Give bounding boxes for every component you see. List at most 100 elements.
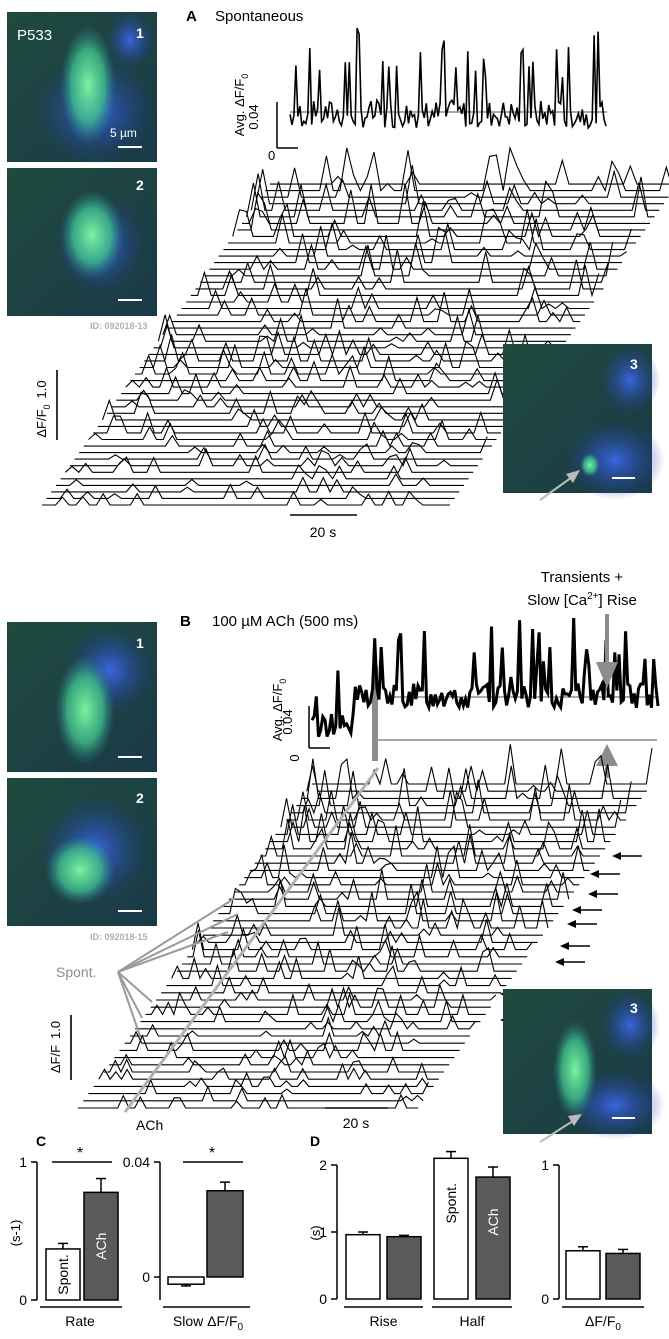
waterfall-stack xyxy=(78,744,653,1109)
trace-line xyxy=(237,191,646,232)
trace-line xyxy=(135,348,543,376)
trace-line xyxy=(234,864,574,893)
trace-line xyxy=(218,883,559,915)
panel-a-image-3: 3 xyxy=(503,344,665,501)
trace-line xyxy=(172,292,581,323)
panel-b: 1 2 ID: 092018-15 B 100 µM ACh (500 ms) … xyxy=(7,569,665,1143)
trace-line xyxy=(109,1049,450,1066)
trace-line xyxy=(280,790,622,828)
y-tick-label: 0 xyxy=(142,1269,150,1285)
trace-line xyxy=(97,408,506,427)
ach-stimulus-marker xyxy=(372,666,378,761)
waterfall-stack xyxy=(42,145,669,506)
avg-tick-zero: 0 xyxy=(268,148,275,163)
pointer-arrow-head xyxy=(566,470,580,483)
avg-tick-top: 0.04 xyxy=(280,709,295,734)
pointer-arrow xyxy=(539,1118,577,1143)
avg-trace-line xyxy=(289,27,607,130)
trace-line xyxy=(195,259,604,290)
trace-line xyxy=(223,218,632,251)
trace-line xyxy=(107,389,516,414)
trace-line xyxy=(176,287,585,316)
trace-line xyxy=(249,845,590,872)
panel-a: P533 1 5 µm 2 ID: 092018-13 A Spontaneou… xyxy=(7,8,669,540)
trace-line xyxy=(119,1030,460,1052)
trace-line xyxy=(64,454,474,474)
trace-line xyxy=(228,869,570,901)
y-tick-label: 0 xyxy=(541,1291,549,1307)
trace-line xyxy=(153,323,562,349)
y-tick-label: 0 xyxy=(319,1291,327,1307)
trace-line xyxy=(202,907,543,937)
panel-letter: C xyxy=(36,1133,46,1149)
trace-line xyxy=(111,392,520,408)
spont-bar xyxy=(167,1276,205,1285)
spont-pointer-line xyxy=(117,971,141,1037)
pointer-arrow-head xyxy=(568,1114,582,1126)
spont-bar xyxy=(45,1248,81,1301)
kinetics-bar-chart: 2 1 0 (s) Rise Spont. ACh Half xyxy=(308,1150,512,1329)
ach-bar xyxy=(386,1235,422,1300)
y-axis-label: (s) xyxy=(308,1225,323,1240)
spont-label: Spont. xyxy=(56,964,96,980)
trace-line xyxy=(130,354,539,382)
trace-line xyxy=(200,249,609,283)
significance-star: * xyxy=(77,1145,83,1162)
spont-pointer-line xyxy=(117,897,236,973)
spont-bar xyxy=(345,1233,381,1300)
trace-line xyxy=(56,473,464,486)
avg-ylabel: Avg. ΔF/F0 xyxy=(232,74,250,137)
spont-bar xyxy=(433,1157,469,1300)
x-axis-label: Slow ΔF/F0 xyxy=(173,1313,244,1333)
spont-pointer-lines xyxy=(117,897,239,1037)
trace-line xyxy=(83,429,492,448)
response-arrow-head xyxy=(560,942,569,950)
panel-b-image-3: 3 xyxy=(503,989,665,1143)
time-bar-label: 20 s xyxy=(343,1115,369,1131)
stack-scale-label: ΔF/F01.0 xyxy=(34,380,52,437)
scale-bar-label: 5 µm xyxy=(110,126,137,140)
trace-line xyxy=(246,176,655,218)
trace-line xyxy=(162,307,571,336)
avg-trace-plot: 0.04 0 Avg. ΔF/F0 xyxy=(270,614,660,778)
trace-line xyxy=(144,332,553,363)
trace-line xyxy=(139,340,548,369)
trace-line xyxy=(93,410,502,434)
x-axis-label: ΔF/F0 xyxy=(585,1313,621,1333)
avg-ylabel: Avg. ΔF/F0 xyxy=(270,679,288,742)
avg-tick-top: 0.04 xyxy=(246,104,261,129)
trace-line xyxy=(228,208,636,244)
trace-line xyxy=(270,805,611,843)
trace-line xyxy=(101,398,511,422)
panel-b-image-1: 1 xyxy=(7,622,157,772)
trace-line xyxy=(275,804,616,836)
trace-line xyxy=(130,1016,470,1038)
trace-line xyxy=(148,328,558,357)
image-3-label: 3 xyxy=(630,1000,638,1016)
trace-line xyxy=(79,436,488,454)
avg-tick-zero: 0 xyxy=(287,754,302,761)
trace-line xyxy=(46,483,455,499)
bar-label: ACh xyxy=(485,1208,501,1235)
response-arrow-head xyxy=(588,890,597,898)
panel-b-image-2: 2 xyxy=(7,778,157,926)
trace-line xyxy=(242,183,650,225)
ach-bar xyxy=(206,1190,244,1278)
trace-line xyxy=(125,364,534,388)
trace-line xyxy=(182,940,522,965)
trace-line xyxy=(269,158,669,185)
y-tick-label: 1 xyxy=(319,1224,327,1240)
response-arrow-head xyxy=(555,958,564,966)
avg-trace-plot: 0.04 0 Avg. ΔF/F0 xyxy=(232,27,607,163)
trace-line xyxy=(232,201,641,239)
trace-line xyxy=(214,226,622,264)
trace-line xyxy=(167,298,576,329)
panel-d: D 2 1 0 (s) Rise Spont. ACh Half 1 0 ΔF/F0 xyxy=(308,1133,644,1333)
spont-pointer-line xyxy=(117,971,143,1019)
image-1-label: 1 xyxy=(136,635,144,651)
panel-a-image-1: P533 1 5 µm xyxy=(7,10,157,165)
rate-bar-chart: 1 0 (s-1) Spont. ACh * Rate xyxy=(8,1145,122,1329)
trace-line xyxy=(161,975,502,994)
down-arrow-head xyxy=(596,662,618,688)
ach-bar xyxy=(475,1176,511,1300)
